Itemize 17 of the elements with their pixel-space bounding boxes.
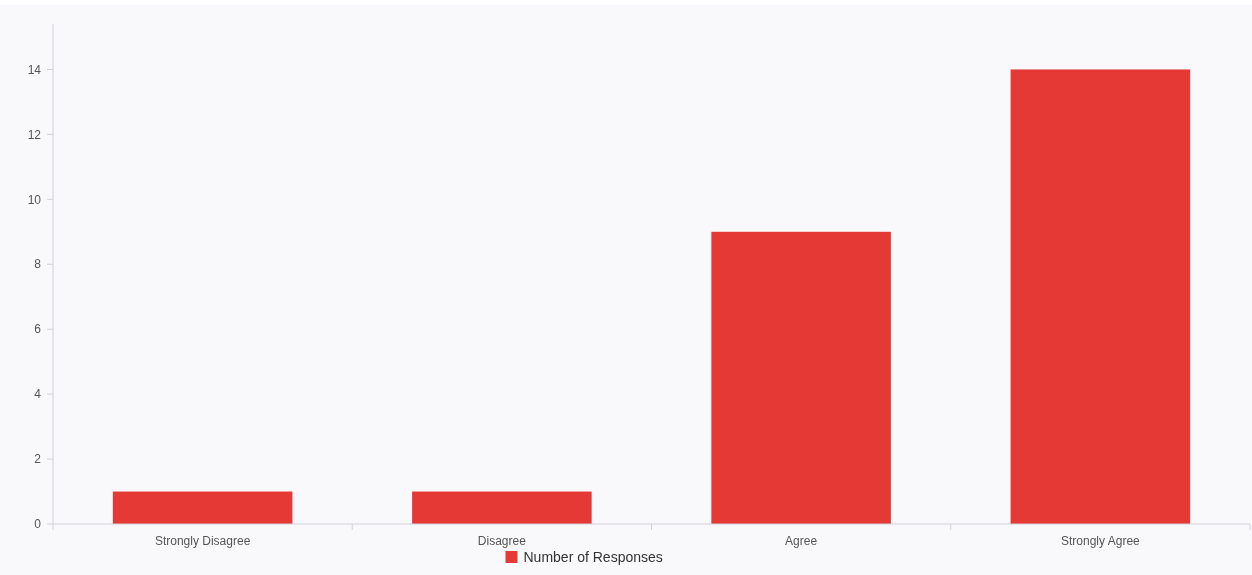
x-tick-label: Agree [785,534,818,548]
bar [112,491,293,524]
y-tick-label: 6 [34,322,42,337]
y-tick-label: 4 [34,387,42,402]
y-tick-label: 2 [34,452,42,467]
y-tick-label: 0 [34,517,42,532]
bar [711,231,891,524]
y-tick-label: 8 [34,257,42,272]
y-tick-label: 10 [27,192,42,207]
bar [412,491,592,524]
x-tick-label: Disagree [477,534,527,548]
x-tick-label: Strongly Disagree [154,534,251,548]
x-tick-label: Strongly Agree [1061,534,1141,548]
y-tick-label: 14 [27,62,42,77]
legend-label: Number of Responses [523,549,663,565]
y-tick-label: 12 [27,127,42,142]
bar [1010,69,1191,524]
